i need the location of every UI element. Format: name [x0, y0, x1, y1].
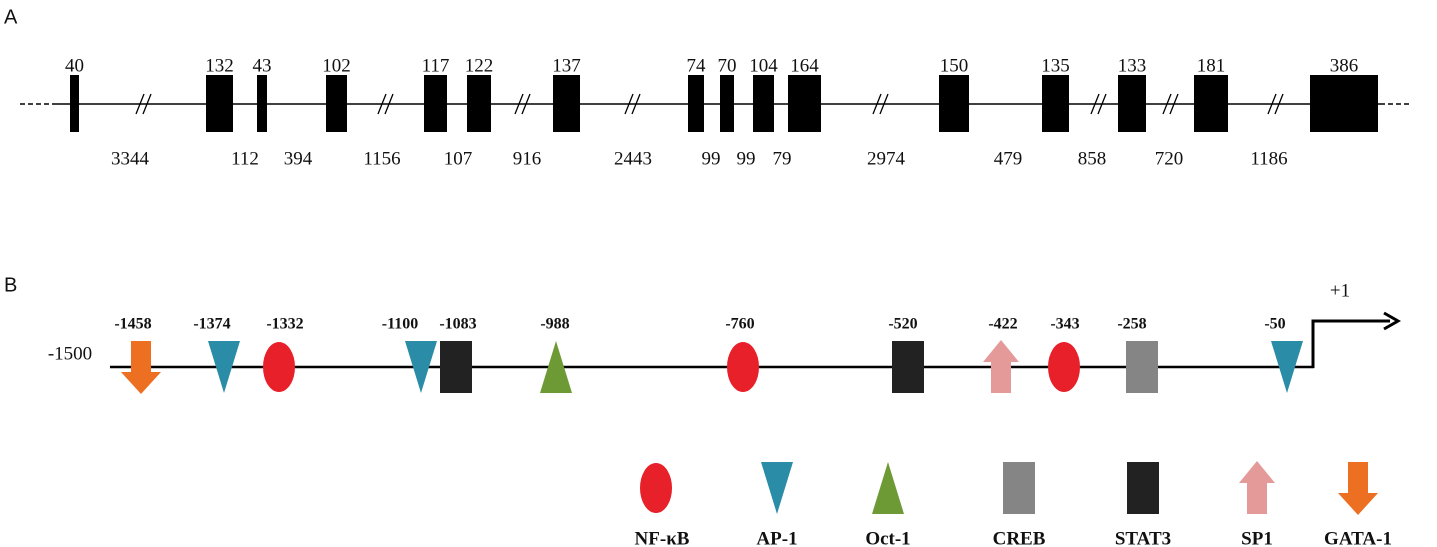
site-position: -988: [540, 316, 569, 333]
intron-size: 2443: [614, 148, 652, 169]
intron-size: 1186: [1250, 148, 1287, 169]
tss-arrow: [1311, 319, 1390, 368]
legend-label: STAT3: [1115, 528, 1171, 547]
intron-size: 99: [737, 148, 756, 169]
intron-size: 916: [513, 148, 542, 169]
legend-label: CREB: [993, 528, 1046, 547]
tf-symbol: [1003, 462, 1035, 514]
tss-label: +1: [1330, 280, 1350, 301]
site-position: -760: [725, 316, 754, 333]
start-label: -1500: [48, 343, 92, 364]
exon: [424, 75, 447, 132]
exon: [326, 75, 347, 132]
legend-label: NF-κB: [635, 528, 690, 547]
exon: [206, 75, 233, 132]
tf-symbol: [1048, 342, 1080, 392]
tf-symbol: [1127, 462, 1159, 514]
site-position: -258: [1117, 316, 1146, 333]
site-position: -520: [888, 316, 917, 333]
exon-size: 104: [749, 55, 778, 76]
exon-size: 133: [1118, 55, 1147, 76]
tss-arrow-head: [1383, 311, 1402, 331]
exon: [1310, 75, 1378, 132]
intron-size: 3344: [111, 148, 150, 169]
tf-symbol: [208, 341, 240, 393]
legend-label: AP-1: [756, 528, 797, 547]
exon-size: 164: [790, 55, 819, 76]
tf-symbol: [440, 341, 472, 393]
intron-size: 394: [284, 148, 313, 169]
intron-size: 112: [231, 148, 259, 169]
tf-symbol: [1126, 341, 1158, 393]
break-marks: [135, 93, 1284, 115]
panel-label: A: [4, 6, 18, 28]
exon: [467, 75, 491, 132]
exon: [720, 75, 734, 132]
intron-size: 858: [1078, 148, 1107, 169]
tf-symbol: [540, 341, 572, 393]
exon: [1042, 75, 1069, 132]
exon-size: 137: [552, 55, 581, 76]
intron-size: 1156: [363, 148, 400, 169]
site-position: -1458: [114, 316, 151, 333]
intron-size: 479: [994, 148, 1023, 169]
exon-size: 70: [718, 55, 737, 76]
legend-label: SP1: [1241, 528, 1273, 547]
exon-size: 102: [322, 55, 351, 76]
tf-symbol: [121, 341, 161, 394]
tf-symbol: [892, 341, 924, 393]
tf-symbol: [727, 342, 759, 392]
tf-symbol: [983, 340, 1019, 393]
exon-size: 150: [940, 55, 969, 76]
legend-label: GATA-1: [1324, 528, 1392, 547]
panel-label: B: [4, 274, 17, 296]
site-position: -422: [988, 316, 1017, 333]
tf-symbol: [640, 463, 672, 513]
exon: [788, 75, 821, 132]
site-position: -1083: [439, 316, 476, 333]
exon: [688, 75, 704, 132]
exon: [257, 75, 267, 132]
tf-symbol: [263, 342, 295, 392]
tf-symbol: [1271, 341, 1303, 393]
site-position: -50: [1264, 316, 1285, 333]
site-position: -343: [1050, 316, 1079, 333]
exon: [70, 75, 79, 132]
tf-symbol: [1239, 461, 1275, 514]
tf-symbol: [872, 462, 904, 514]
exon-size: 117: [422, 55, 450, 76]
exon-size: 181: [1197, 55, 1226, 76]
exon: [1118, 75, 1146, 132]
exon-size: 43: [253, 55, 272, 76]
exon-size: 386: [1330, 55, 1359, 76]
intron-size: 79: [773, 148, 792, 169]
exon-size: 74: [687, 55, 707, 76]
site-position: -1100: [382, 316, 418, 333]
exon-size: 135: [1041, 55, 1070, 76]
legend-label: Oct-1: [865, 528, 910, 547]
site-position: -1332: [266, 316, 303, 333]
intron-size: 720: [1155, 148, 1184, 169]
intron-size: 2974: [867, 148, 906, 169]
tf-symbol: [761, 462, 793, 514]
site-position: -1374: [193, 316, 230, 333]
exon-size: 122: [465, 55, 494, 76]
exon: [939, 75, 969, 132]
intron-size: 107: [444, 148, 473, 169]
exon: [1194, 75, 1228, 132]
exon: [753, 75, 774, 132]
tf-symbol: [1338, 462, 1378, 515]
exon: [553, 75, 580, 132]
exon-size: 132: [205, 55, 234, 76]
intron-size: 99: [702, 148, 721, 169]
exon-size: 40: [65, 55, 84, 76]
tf-symbol: [405, 341, 437, 393]
